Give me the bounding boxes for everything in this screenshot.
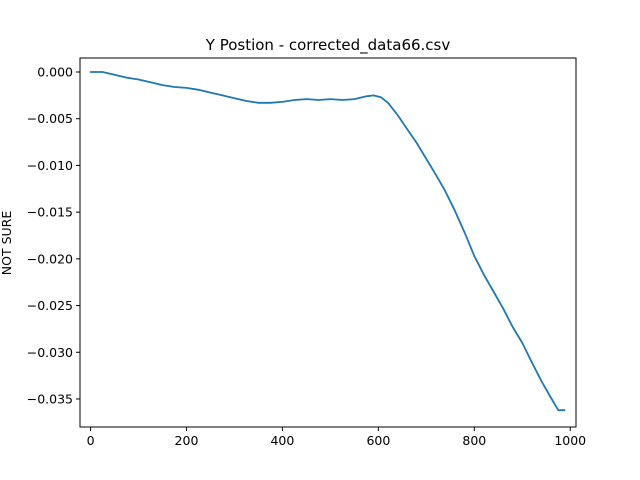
y-tick-label: −0.005	[27, 111, 73, 126]
x-tick-label: 400	[270, 433, 294, 448]
axes-frame	[79, 57, 577, 428]
plot-area: 0 200 400 600 800 1000 0.000 −0.005 −0.010 −0.015…	[27, 65, 586, 448]
y-tick-label: −0.015	[27, 205, 73, 220]
chart-title: Y Postion - corrected_data66.csv	[205, 36, 451, 55]
y-tick-label: −0.010	[27, 158, 73, 173]
x-tick-label: 1000	[554, 433, 586, 448]
x-tick-label: 200	[175, 433, 199, 448]
y-tick-label: −0.025	[27, 298, 73, 313]
x-tick-label: 800	[462, 433, 486, 448]
y-tick-label: 0.000	[37, 65, 73, 80]
x-tick-label: 0	[87, 433, 95, 448]
x-tick-label: 600	[366, 433, 390, 448]
y-axis-label: NOT SURE	[0, 211, 14, 276]
series-line	[89, 71, 566, 412]
y-tick-label: −0.035	[27, 391, 73, 406]
y-tick-label: −0.020	[27, 251, 73, 266]
y-tick-label: −0.030	[27, 345, 73, 360]
